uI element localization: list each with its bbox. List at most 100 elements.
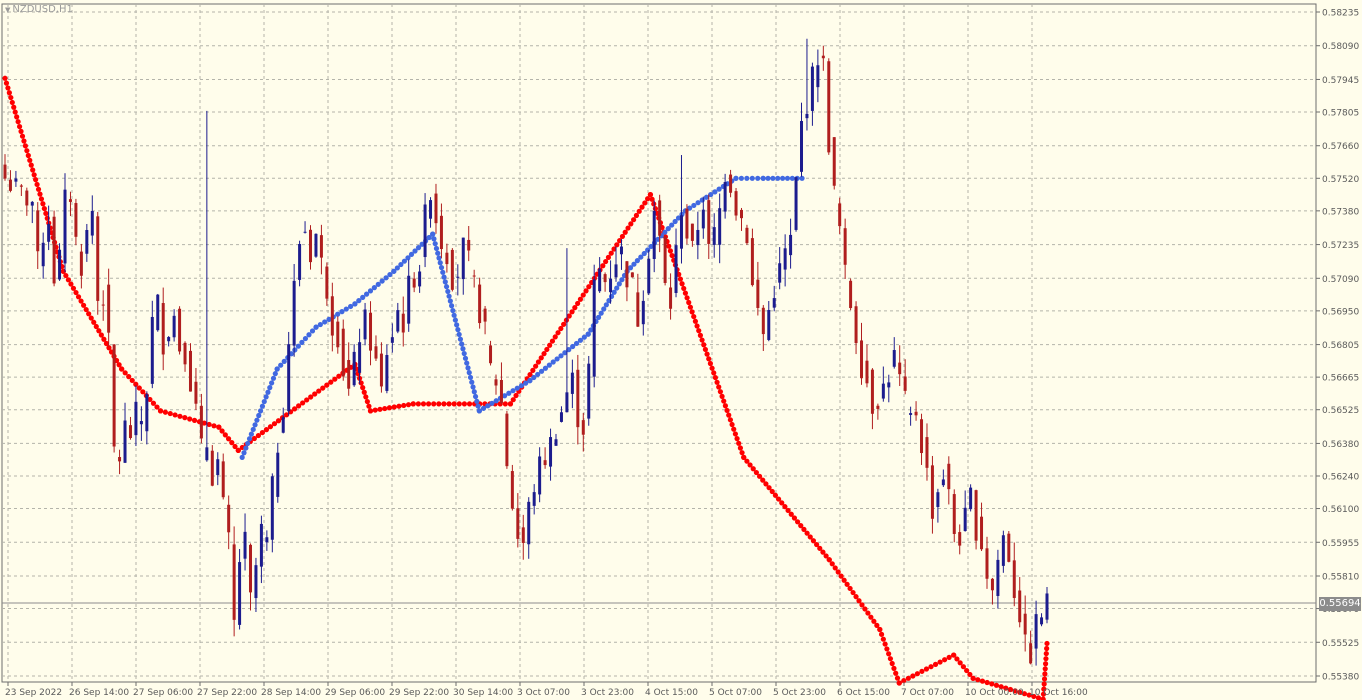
sar-dot-up xyxy=(570,343,576,350)
sar-dot-down xyxy=(541,351,547,357)
candle-bull xyxy=(614,264,618,278)
sar-dot-down xyxy=(219,428,225,434)
sar-dot-down xyxy=(737,445,743,451)
sar-dot-down xyxy=(552,334,558,340)
sar-dot-down xyxy=(850,589,856,596)
candle-bull xyxy=(139,421,143,425)
sar-dot-up xyxy=(452,317,458,323)
sar-dot-up xyxy=(267,385,273,391)
sar-dot-down xyxy=(1041,676,1048,682)
candle-bear xyxy=(974,490,978,541)
sar-dot-down xyxy=(763,481,769,487)
candle-bear xyxy=(903,376,907,391)
sar-dot-up xyxy=(254,417,260,423)
candle-bull xyxy=(641,300,645,325)
sar-dot-down xyxy=(229,440,235,446)
sar-dot-down xyxy=(136,385,142,391)
chevron-down-icon[interactable]: ▼ xyxy=(5,6,11,14)
x-tick-label: 7 Oct 07:00 xyxy=(901,688,954,698)
sar-dot-down xyxy=(86,311,92,317)
sar-dot-up xyxy=(265,389,271,395)
y-tick-label: 0.58235 xyxy=(1322,9,1359,19)
candle-bull xyxy=(549,437,553,467)
current-price-tag: 0.55694 xyxy=(1319,597,1361,611)
sar-dot-up xyxy=(257,408,264,414)
sar-dot-down xyxy=(360,385,366,391)
sar-dot-up xyxy=(419,241,425,247)
sar-dot-down xyxy=(441,401,447,407)
sar-dot-down xyxy=(756,473,763,479)
sar-dot-down xyxy=(880,636,886,642)
candle-bear xyxy=(669,287,673,309)
sar-dot-down xyxy=(732,431,738,437)
sar-dot-down xyxy=(859,602,865,608)
candle-bear xyxy=(630,272,634,278)
candle-bear xyxy=(499,379,503,403)
candle-bear xyxy=(510,471,514,509)
sar-dot-down xyxy=(527,371,533,378)
sar-dot-up xyxy=(256,412,262,419)
candle-bull xyxy=(592,279,596,377)
sar-dot-down xyxy=(914,671,920,677)
sar-dot-down xyxy=(622,229,628,235)
sar-dot-down xyxy=(363,394,369,400)
candle-bear xyxy=(52,216,56,284)
sar-dot-up xyxy=(457,336,464,342)
sar-dot-up xyxy=(436,255,442,261)
sar-dot-down xyxy=(31,172,37,178)
sar-dot-down xyxy=(535,359,542,365)
candle-bull xyxy=(123,420,127,463)
sar-dot-down xyxy=(964,667,970,674)
sar-dot-down xyxy=(841,577,847,583)
sar-dot-up xyxy=(502,393,508,399)
sar-dot-down xyxy=(3,80,10,86)
sar-dot-down xyxy=(1043,650,1049,657)
candle-bull xyxy=(909,413,913,415)
sar-dot-up xyxy=(343,306,349,312)
sar-dot-down xyxy=(736,440,742,446)
candle-bear xyxy=(832,137,836,186)
candle-bull xyxy=(314,233,318,257)
sar-dot-down xyxy=(222,432,228,438)
sar-dot-down xyxy=(1012,688,1018,694)
sar-dot-up xyxy=(379,278,385,284)
sar-dot-down xyxy=(967,671,973,678)
sar-dot-down xyxy=(177,413,183,419)
sar-dot-up xyxy=(252,422,258,428)
sar-dot-down xyxy=(970,675,976,681)
candle-bull xyxy=(609,278,613,293)
candle-bull xyxy=(532,492,536,506)
candle-bear xyxy=(8,179,12,191)
sar-dot-up xyxy=(405,255,411,261)
candle-bear xyxy=(248,544,252,593)
y-tick-label: 0.57945 xyxy=(1322,76,1359,86)
candle-bull xyxy=(14,178,18,182)
sar-dot-down xyxy=(70,285,77,291)
sar-dot-down xyxy=(600,263,606,269)
sar-dot-down xyxy=(893,670,899,676)
sar-dot-down xyxy=(645,196,651,202)
candle-bull xyxy=(276,452,280,497)
candle-bull xyxy=(292,280,296,346)
sar-dot-up xyxy=(744,175,750,181)
candle-bear xyxy=(920,419,924,454)
candle-bear xyxy=(663,236,667,283)
candle-bull xyxy=(145,394,149,432)
sar-dot-down xyxy=(1021,691,1028,697)
sar-dot-down xyxy=(431,401,437,407)
candle-bull xyxy=(254,565,258,599)
candle-bear xyxy=(745,227,749,244)
sar-dot-down xyxy=(24,148,30,154)
candle-bear xyxy=(636,292,640,327)
sar-dot-down xyxy=(711,370,717,376)
sar-dot-up xyxy=(601,306,607,312)
sar-dot-up xyxy=(703,194,710,200)
sar-dot-down xyxy=(377,406,383,412)
sar-dot-down xyxy=(324,382,330,388)
candle-bear xyxy=(467,239,471,251)
sar-dot-up xyxy=(631,261,637,267)
candle-bull xyxy=(679,215,683,249)
sar-dot-up xyxy=(245,440,251,447)
